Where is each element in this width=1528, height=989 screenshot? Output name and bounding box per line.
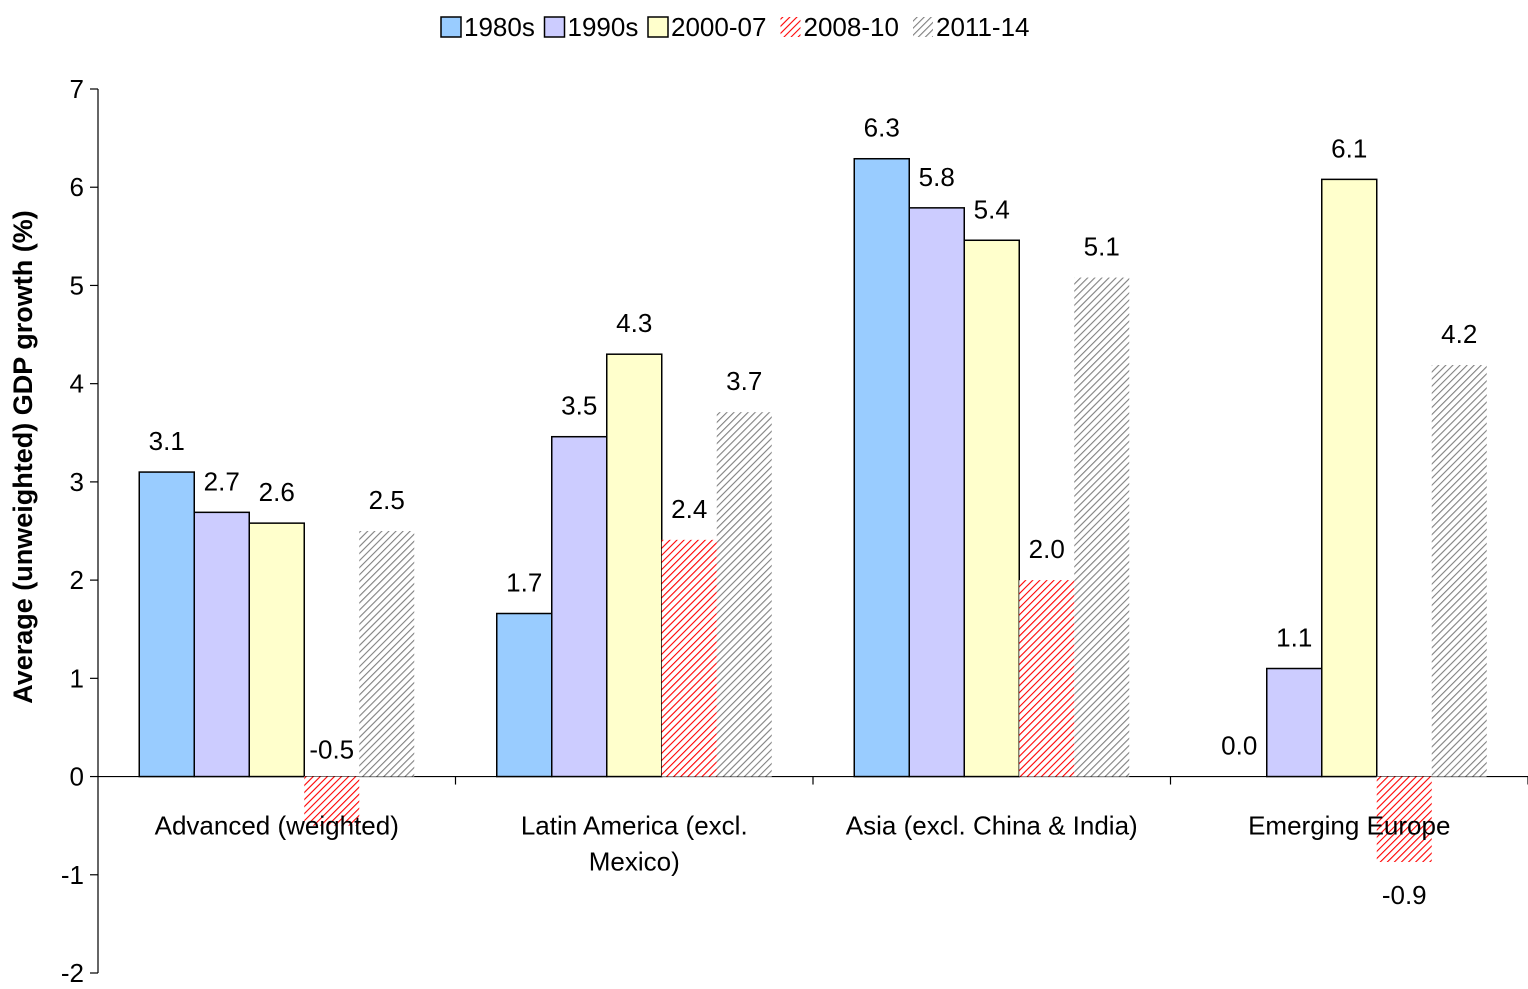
bar-2000-07-4 [1321,178,1378,778]
y-tick-label: 0 [70,762,84,792]
y-tick-label: 4 [70,369,84,399]
bar-2000-07-3 [963,239,1020,778]
y-tick-label: -1 [61,860,84,890]
legend-item-1980s: 1980s [440,12,535,42]
bar-2008-10-3 [1019,580,1075,777]
data-label-2008-10-2: 2.4 [671,494,707,524]
category-label-2: Latin America (excl. Mexico) [521,811,748,877]
y-tick-label: 7 [70,74,84,104]
data-label-2008-10-4: -0.9 [1382,880,1427,910]
data-label-2011-14-2: 3.7 [726,366,762,396]
bar-1990s-2 [551,435,608,778]
data-label-2011-14-1: 2.5 [369,485,405,515]
legend-swatch [647,16,669,38]
y-tick-label: 5 [70,270,84,300]
data-label-2008-10-1: -0.5 [309,735,354,765]
data-label-2000-07-1: 2.6 [259,477,295,507]
legend-label: 1990s [568,12,639,42]
data-label-2011-14-4: 4.2 [1441,319,1477,349]
bar-1980s-3 [853,157,910,778]
data-label-1990s-3: 5.8 [919,162,955,192]
legend-item-2008-10: 2008-10 [780,12,899,42]
legend-swatch [913,17,933,37]
data-label-2011-14-3: 5.1 [1084,232,1120,262]
category-label-1: Advanced (weighted) [155,811,399,841]
y-tick-label: 2 [70,565,84,595]
data-label-2000-07-4: 6.1 [1331,133,1367,163]
data-labels: 3.1 1.7 6.3 0.0 2.7 3.5 5.8 1.1 2.6 4.3 5.4 6.1 -0.5… [149,113,1478,910]
bar-2000-07-1 [248,522,305,778]
legend-label: 2000-07 [671,12,766,42]
data-label-1980s-4: 0.0 [1221,731,1257,761]
bar-1990s-4 [1266,667,1323,778]
y-tick-label: 1 [70,663,84,693]
data-label-1990s-4: 1.1 [1276,623,1312,653]
y-tick-label: 6 [70,172,84,202]
legend-item-2000-07: 2000-07 [647,12,766,42]
y-axis-label: Average (unweighted) GDP growth (%) [8,210,38,704]
bar-1980s-2 [496,612,553,778]
legend-label: 2011-14 [936,12,1030,42]
data-label-1980s-1: 3.1 [149,426,185,456]
data-label-1980s-3: 6.3 [864,113,900,143]
bar-2011-14-4 [1431,365,1487,777]
data-label-2008-10-3: 2.0 [1029,534,1065,564]
legend-swatch [780,17,801,37]
y-tick-label: -2 [61,958,84,988]
bar-2011-14-1 [359,531,415,777]
legend-label: 2008-10 [804,12,899,42]
legend-item-2011-14: 2011-14 [913,12,1030,42]
bar-1990s-1 [193,511,250,778]
data-label-1990s-2: 3.5 [561,391,597,421]
y-tick-label: 3 [70,467,84,497]
bar-1990s-3 [908,207,965,778]
legend-swatch [543,16,566,38]
category-label-3: Asia (excl. China & India) [846,811,1138,841]
bar-2011-14-2 [716,412,772,777]
bars [138,157,1487,863]
bar-2008-10-2 [661,539,717,777]
category-label-4: Emerging Europe [1248,811,1450,841]
legend-item-1990s: 1990s [543,12,639,42]
bar-2011-14-3 [1074,277,1130,777]
legend-swatch [440,16,462,38]
bar-1980s-1 [138,471,195,778]
data-label-2000-07-3: 5.4 [974,194,1010,224]
legend-label: 1980s [464,12,535,42]
data-label-1980s-2: 1.7 [506,568,542,598]
bar-2000-07-2 [606,353,663,778]
legend: 1980s 1990s 2000-07 2008-10 2011-14 [440,12,1030,42]
bar-2008-10-1 [304,776,360,826]
data-label-1990s-1: 2.7 [204,466,240,496]
data-label-2000-07-2: 4.3 [616,308,652,338]
bar-2008-10-4 [1376,776,1432,863]
axes: 7 6 5 4 3 2 1 0 -1 -2 [61,74,1528,988]
